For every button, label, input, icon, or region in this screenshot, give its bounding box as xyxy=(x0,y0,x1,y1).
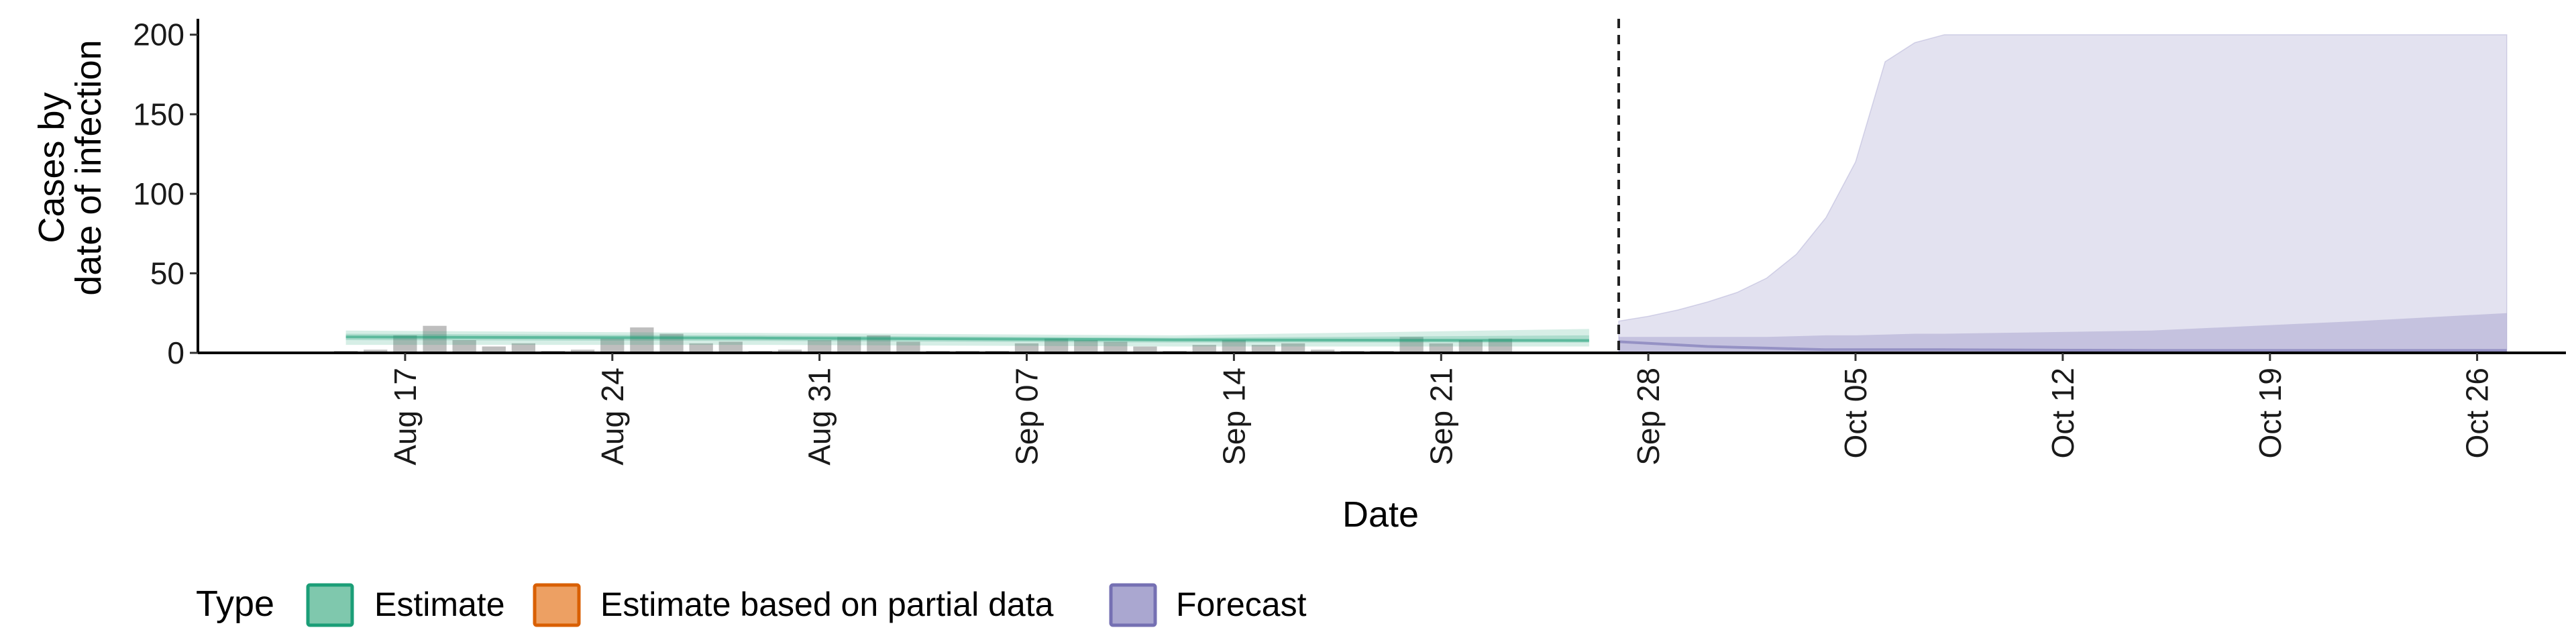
y-tick-label: 50 xyxy=(150,256,184,290)
forecast-inner-band xyxy=(1619,313,2507,353)
forecast-median-line xyxy=(1618,340,2507,352)
legend-title: Type xyxy=(196,584,274,624)
observed-case-bar xyxy=(364,350,388,353)
y-tick-label: 100 xyxy=(133,176,184,211)
legend-label-partial-estimate: Estimate based on partial data xyxy=(600,586,1054,623)
observed-case-bar xyxy=(1488,338,1513,353)
observed-case-bar xyxy=(808,340,832,353)
observed-case-bar xyxy=(1429,343,1453,353)
y-axis-title-line-1: Cases by xyxy=(32,92,72,243)
plot-area xyxy=(334,34,2508,354)
observed-case-bar xyxy=(1458,340,1483,353)
estimate-median-line xyxy=(345,335,1589,342)
x-tick-label: Sep 14 xyxy=(1216,368,1251,466)
legend-key-estimate xyxy=(306,583,354,627)
observed-case-bar xyxy=(1044,338,1069,353)
x-tick-label: Oct 12 xyxy=(2045,368,2080,459)
y-axis-title-line-2: date of infection xyxy=(68,40,109,295)
y-tick-label: 150 xyxy=(133,97,184,131)
x-tick-label: Aug 17 xyxy=(388,368,423,466)
y-axis-title: Cases by date of infection xyxy=(32,40,109,295)
observed-case-bar xyxy=(718,341,743,353)
x-tick-label: Aug 24 xyxy=(595,368,630,466)
observed-case-bar xyxy=(571,350,595,353)
observed-case-bar xyxy=(600,338,625,353)
observed-case-bar xyxy=(1074,340,1098,353)
x-tick-label: Oct 19 xyxy=(2253,368,2288,459)
observed-case-bar xyxy=(482,346,506,353)
observed-case-bar xyxy=(1222,340,1246,353)
x-tick-label: Sep 21 xyxy=(1424,368,1458,466)
axes: 0 50 100 150 200 Aug 17 Aug 24 Aug 31 Sep 07 Sep … xyxy=(133,17,2566,466)
x-tick-label: Sep 07 xyxy=(1010,368,1044,466)
x-tick-label: Oct 05 xyxy=(1838,368,1873,459)
observed-case-bar xyxy=(1251,345,1276,353)
legend: Type Estimate Estimate based on partial … xyxy=(196,583,1307,627)
observed-case-bar xyxy=(1311,350,1335,353)
observed-case-bar xyxy=(630,327,654,353)
legend-key-forecast xyxy=(1109,583,1157,627)
observed-case-bar xyxy=(423,325,447,353)
observed-case-bar xyxy=(511,343,535,353)
observed-case-bar xyxy=(452,340,476,353)
observed-case-bar xyxy=(1014,343,1039,353)
y-tick-label: 0 xyxy=(167,335,184,370)
x-tick-label: Sep 28 xyxy=(1631,368,1666,466)
observed-case-bar xyxy=(777,350,802,353)
observed-case-bar xyxy=(1133,346,1157,353)
y-tick-label: 200 xyxy=(133,17,184,52)
legend-key-partial-estimate xyxy=(533,583,581,627)
x-tick-label: Aug 31 xyxy=(802,368,837,466)
x-axis-title: Date xyxy=(1342,494,1419,535)
observed-case-bar xyxy=(837,337,861,353)
legend-label-forecast: Forecast xyxy=(1176,586,1307,623)
observed-case-bar xyxy=(1104,341,1128,353)
x-tick-label: Oct 26 xyxy=(2460,368,2495,459)
observed-case-bar xyxy=(1281,343,1305,353)
forecast-outer-band xyxy=(1618,34,2508,354)
legend-label-estimate: Estimate xyxy=(374,586,505,623)
observed-case-bar xyxy=(896,341,920,353)
observed-case-bar xyxy=(689,343,713,353)
observed-case-bar xyxy=(1192,345,1216,353)
